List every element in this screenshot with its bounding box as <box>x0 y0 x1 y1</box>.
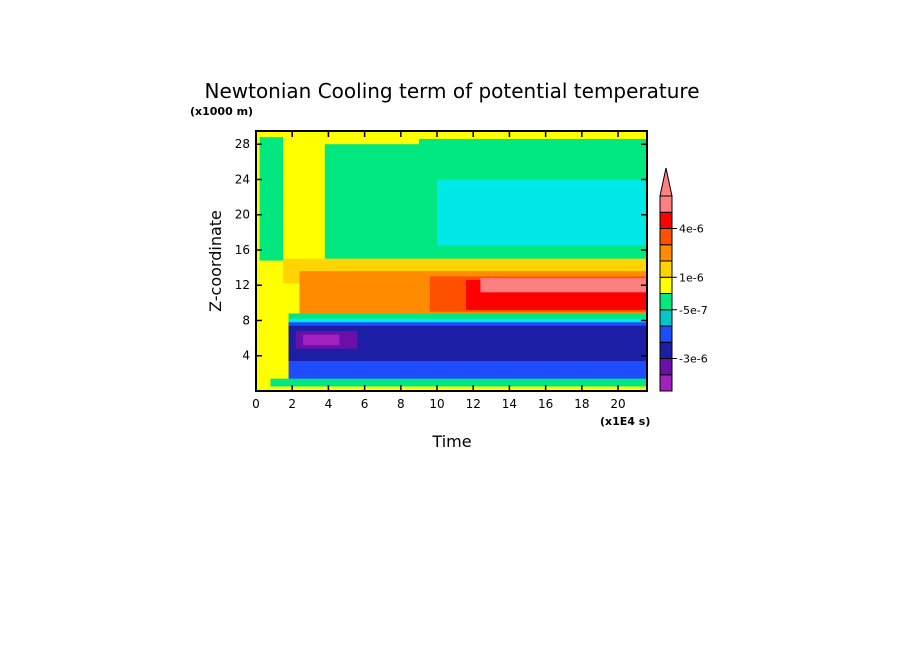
colorbar: -3e-6 -5e-7 1e-6 4e-6 <box>659 167 708 392</box>
contour-region <box>270 378 647 387</box>
y-tick-label: 20 <box>235 208 250 222</box>
colorbar-extend-arrow <box>659 167 673 197</box>
colorbar-swatch <box>659 309 673 327</box>
x-axis-ticks: 0 2 4 6 8 10 12 14 16 18 20 <box>252 131 626 411</box>
x-unit-label: (x1E4 s) <box>600 415 650 428</box>
y-axis-label: Z-coordinate <box>206 210 225 312</box>
y-tick-label: 12 <box>235 278 250 292</box>
x-axis-label: Time <box>431 432 471 451</box>
y-tick-label: 24 <box>235 172 250 186</box>
x-tick-label: 20 <box>610 397 625 411</box>
y-tick-label: 4 <box>242 349 250 363</box>
y-axis-ticks: 4 8 12 16 20 24 28 <box>235 137 647 363</box>
contour-region <box>491 198 647 226</box>
colorbar-label: 1e-6 <box>679 271 704 284</box>
colorbar-swatch <box>659 341 673 359</box>
x-tick-label: 8 <box>397 397 405 411</box>
colorbar-label: 4e-6 <box>679 223 704 236</box>
chart-title: Newtonian Cooling term of potential temp… <box>204 79 699 103</box>
y-unit-label: (x1000 m) <box>190 105 253 118</box>
colorbar-swatch <box>659 276 673 294</box>
colorbar-swatch <box>659 374 673 392</box>
x-tick-label: 16 <box>538 397 553 411</box>
colorbar-swatch <box>659 244 673 262</box>
y-tick-label: 8 <box>242 313 250 327</box>
colorbar-swatch <box>659 228 673 246</box>
colorbar-swatch <box>659 325 673 343</box>
x-tick-label: 12 <box>466 397 481 411</box>
x-tick-label: 2 <box>288 397 296 411</box>
colorbar-label: -5e-7 <box>679 304 708 317</box>
y-tick-label: 28 <box>235 137 250 151</box>
colorbar-swatch <box>659 195 673 213</box>
contour-region <box>418 138 647 158</box>
x-tick-label: 6 <box>361 397 369 411</box>
contour-region <box>256 386 647 391</box>
plot-frame <box>255 130 648 392</box>
contour-region <box>259 137 284 261</box>
heatmap-layer <box>256 131 647 391</box>
colorbar-swatch <box>659 358 673 376</box>
colorbar-swatch <box>659 293 673 311</box>
x-tick-label: 0 <box>252 397 260 411</box>
x-tick-label: 10 <box>429 397 444 411</box>
x-tick-label: 14 <box>502 397 517 411</box>
y-tick-label: 16 <box>235 243 250 257</box>
colorbar-swatch <box>659 260 673 278</box>
colorbar-swatch <box>659 211 673 229</box>
contour-region <box>303 334 340 346</box>
x-tick-label: 4 <box>325 397 333 411</box>
colorbar-label: -3e-6 <box>679 353 708 366</box>
contour-region <box>480 278 647 293</box>
x-tick-label: 18 <box>574 397 589 411</box>
